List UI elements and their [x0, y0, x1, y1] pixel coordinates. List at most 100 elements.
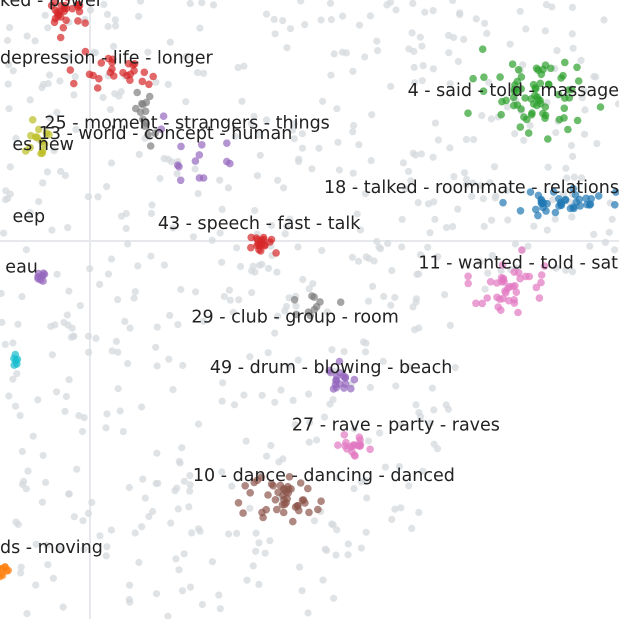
background-point: [34, 396, 42, 404]
background-point: [446, 321, 454, 329]
cluster-point: [564, 125, 572, 134]
background-point: [301, 21, 309, 29]
background-point: [43, 168, 52, 176]
cluster-point: [151, 129, 159, 137]
background-point: [449, 223, 457, 231]
background-point: [408, 29, 416, 37]
background-point: [106, 106, 115, 114]
background-point: [252, 547, 260, 555]
cluster-point: [511, 81, 519, 89]
cluster-point: [571, 191, 580, 199]
background-point: [135, 150, 143, 159]
background-point: [0, 318, 6, 326]
background-point: [442, 224, 451, 232]
background-point: [48, 351, 57, 359]
cluster-point: [38, 149, 47, 157]
background-point: [562, 266, 570, 274]
topic-label: 49 - drum - blowing - beach: [210, 358, 452, 378]
cluster-point: [250, 478, 258, 487]
cluster-point: [532, 283, 541, 292]
background-point: [147, 252, 155, 260]
cluster-point: [612, 188, 619, 196]
cluster-point: [351, 452, 359, 460]
background-point: [56, 77, 64, 85]
cluster-point: [555, 115, 564, 124]
background-point: [567, 141, 576, 150]
cluster-point: [568, 85, 576, 94]
background-point: [361, 348, 370, 356]
background-point: [236, 262, 245, 271]
background-point: [0, 289, 5, 298]
background-point: [460, 35, 468, 44]
background-point: [169, 224, 177, 232]
background-point: [102, 552, 110, 560]
cluster-point: [195, 151, 204, 159]
background-point: [283, 222, 291, 230]
background-point: [135, 558, 143, 567]
cluster-point: [349, 441, 358, 449]
cluster-point: [81, 47, 90, 56]
background-point: [180, 550, 188, 558]
cluster-point: [62, 16, 70, 25]
background-point: [147, 209, 156, 218]
background-point: [261, 549, 269, 557]
background-point: [4, 80, 12, 88]
background-point: [264, 264, 273, 272]
cluster-point: [497, 110, 506, 119]
background-point: [373, 237, 381, 246]
cluster-point: [524, 129, 533, 137]
background-point: [104, 270, 113, 278]
cluster-point: [36, 276, 45, 284]
background-point: [552, 129, 560, 137]
background-point: [401, 185, 410, 193]
topic-label: ds - moving: [0, 538, 103, 558]
cluster-point: [329, 385, 338, 393]
background-point: [228, 482, 236, 490]
cluster-point: [513, 101, 522, 109]
background-point: [553, 47, 561, 55]
cluster-point: [539, 109, 547, 118]
background-point: [114, 348, 122, 356]
cluster-point: [518, 246, 526, 254]
background-point: [605, 228, 613, 236]
background-point: [357, 544, 365, 552]
background-point: [107, 526, 115, 534]
background-point: [134, 262, 142, 270]
background-point: [431, 119, 439, 127]
background-point: [71, 72, 79, 81]
background-point: [418, 42, 426, 50]
background-point: [348, 253, 356, 261]
cluster-point: [296, 479, 305, 487]
background-point: [108, 347, 116, 355]
background-point: [310, 517, 318, 525]
background-point: [263, 452, 271, 460]
cluster-point: [480, 73, 488, 81]
background-point: [5, 61, 13, 69]
background-point: [49, 574, 58, 582]
background-point: [94, 193, 102, 201]
background-point: [601, 238, 610, 246]
background-point: [454, 57, 462, 66]
background-point: [6, 163, 14, 171]
cluster-point: [356, 442, 364, 450]
background-point: [503, 187, 511, 195]
background-point: [419, 62, 427, 70]
background-point: [456, 11, 464, 19]
background-point: [387, 82, 395, 90]
cluster-point: [521, 94, 529, 102]
cluster-point: [509, 93, 518, 102]
background-point: [153, 449, 161, 457]
background-point: [326, 400, 334, 408]
cluster-point: [611, 201, 619, 209]
background-point: [180, 477, 188, 485]
background-point: [568, 3, 577, 11]
background-point: [415, 508, 423, 517]
background-point: [103, 10, 112, 18]
background-point: [125, 483, 133, 492]
background-point: [111, 16, 119, 24]
cluster-point: [290, 296, 299, 304]
cluster-point: [586, 200, 595, 208]
cluster-point: [514, 308, 522, 317]
background-point: [255, 131, 263, 139]
cluster-point: [356, 436, 364, 444]
